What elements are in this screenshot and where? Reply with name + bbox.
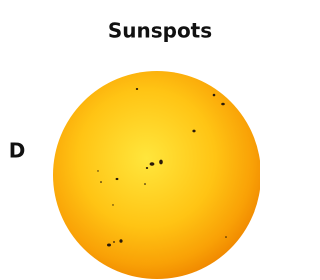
sunspot — [112, 204, 113, 205]
label: D — [9, 139, 26, 163]
sunspot — [116, 178, 119, 180]
sunspot — [213, 94, 216, 97]
sunspot — [192, 130, 195, 133]
page: Sunspots D (() => { const data = JSON.pa… — [0, 0, 260, 280]
sunspot — [159, 160, 163, 165]
title: Sunspots — [108, 19, 212, 43]
sunspot — [136, 88, 138, 90]
sunspot — [113, 241, 115, 243]
sunspot — [97, 170, 98, 171]
sunspot — [150, 162, 155, 166]
sunspot — [107, 244, 111, 247]
illustration: Sunspots D — [0, 0, 260, 280]
sun — [53, 71, 260, 279]
sunspot — [119, 239, 122, 243]
sunspot — [100, 181, 102, 183]
sunspot — [225, 236, 227, 238]
sunspot — [146, 167, 148, 169]
sunspot — [221, 103, 225, 106]
sunspot — [144, 183, 146, 185]
